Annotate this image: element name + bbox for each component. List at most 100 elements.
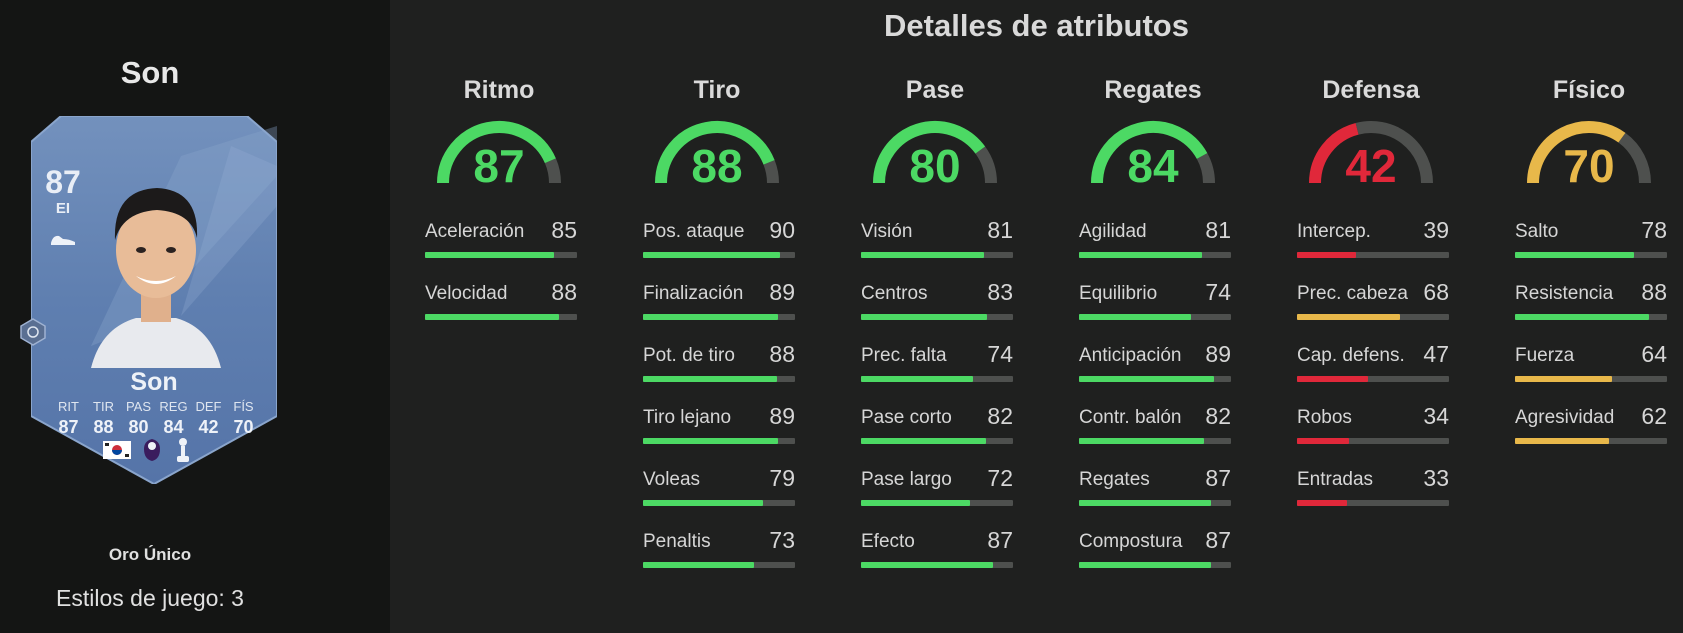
attribute-bar: [1079, 562, 1231, 568]
gauge-arc: [655, 121, 779, 184]
attribute-bar: [643, 252, 795, 258]
attribute-value: 89: [769, 403, 795, 429]
attribute-value: 88: [769, 341, 795, 367]
attribute-name: Fuerza: [1515, 345, 1575, 366]
card-position: EI: [55, 200, 71, 217]
gauge-track: [1196, 153, 1215, 184]
attribute-value: 90: [769, 217, 795, 243]
attribute-bar: [1297, 376, 1449, 382]
attribute-bar-fill: [861, 500, 971, 506]
attribute-value: 89: [769, 279, 795, 305]
attribute-bar-fill: [861, 376, 974, 382]
card-stats: RIT 87 TIR 88 PAS 80 REG 84 DEF 42 FÍS 70: [51, 399, 261, 438]
category-value: 42: [1345, 140, 1397, 192]
attribute-value: 87: [987, 527, 1013, 553]
gauge-fill: [437, 121, 556, 184]
evolution-badge-icon: [20, 318, 46, 346]
category-gauge: 80: [855, 113, 1015, 193]
gauge-track: [1618, 132, 1651, 184]
attribute-bar: [643, 376, 795, 382]
category-column-0: Ritmo 87 Aceleración 85 Velocidad 88: [419, 76, 579, 320]
attribute-bar-fill: [861, 314, 988, 320]
attribute-value: 74: [987, 341, 1013, 367]
attribute-name: Regates: [1079, 469, 1150, 490]
player-panel: Son 87 EI: [0, 0, 390, 633]
attribute-value: 79: [769, 465, 795, 491]
league-logo-icon: [144, 439, 160, 461]
attribute-bar: [643, 562, 795, 568]
attribute-name: Agresividad: [1515, 407, 1615, 428]
attribute-bar: [1515, 252, 1667, 258]
attribute-bar: [861, 438, 1013, 444]
category-title: Tiro: [693, 76, 741, 104]
attribute-bar-fill: [1297, 376, 1369, 382]
category-value: 70: [1563, 140, 1615, 192]
card-stat: REG 84: [156, 399, 191, 438]
gauge-track: [544, 158, 561, 184]
category-title: Ritmo: [463, 76, 535, 104]
attribute-name: Resistencia: [1515, 283, 1614, 304]
attribute-name: Velocidad: [425, 283, 508, 304]
attribute-value: 81: [987, 217, 1013, 243]
attribute-bar-fill: [643, 252, 780, 258]
category-column-3: Regates 84 Agilidad 81 Equilibrio 74 Anticipac…: [1073, 76, 1233, 568]
attribute-bar-fill: [861, 438, 986, 444]
attribute-bar: [643, 314, 795, 320]
card-stat-label: PAS: [125, 399, 152, 414]
attribute-name: Salto: [1515, 221, 1559, 242]
attribute-value: 72: [987, 465, 1013, 491]
category-value: 87: [473, 140, 525, 192]
attribute-value: 83: [987, 279, 1013, 305]
category-title: Regates: [1104, 76, 1202, 104]
gauge-fill: [1091, 121, 1208, 184]
gauge-fill: [1527, 121, 1626, 184]
card-stat-value: 88: [93, 417, 114, 437]
attribute-value: 88: [1641, 279, 1667, 305]
card-stat-value: 42: [198, 417, 219, 437]
card-stat-label: TIR: [93, 399, 114, 414]
attribute-value: 87: [1205, 527, 1231, 553]
section-title: Detalles de atributos: [884, 8, 1189, 43]
category-title: Pase: [905, 76, 965, 104]
attribute-value: 74: [1205, 279, 1231, 305]
category-value: 80: [909, 140, 961, 192]
card-type-label: Oro Único: [108, 545, 192, 564]
card-stat-value: 84: [163, 417, 184, 437]
card-stat: PAS 80: [121, 399, 156, 438]
category-column-1: Tiro 88 Pos. ataque 90 Finalización 89 Pot. de…: [637, 76, 797, 568]
category-gauge: 70: [1509, 113, 1669, 193]
attribute-name: Voleas: [643, 469, 701, 490]
attribute-name: Intercep.: [1297, 221, 1371, 242]
gauge-arc: [437, 121, 561, 184]
attribute-name: Prec. falta: [861, 345, 947, 366]
category-gauge: 42: [1291, 113, 1451, 193]
attribute-bar: [643, 438, 795, 444]
attribute-bar-fill: [1515, 252, 1634, 258]
attribute-bar: [1515, 376, 1667, 382]
category-gauge: 87: [419, 113, 579, 193]
gauge-arc: [1527, 121, 1651, 184]
player-card[interactable]: 87 EI Son RIT 87 TIR 88 PAS 80 REG 84 DEF 42 …: [31, 116, 277, 484]
attribute-bar: [861, 500, 1013, 506]
attribute-bar-fill: [425, 314, 559, 320]
attribute-bar-fill: [1079, 562, 1212, 568]
attribute-value: 47: [1423, 341, 1449, 367]
attribute-bar-fill: [1515, 314, 1649, 320]
attribute-name: Pot. de tiro: [643, 345, 735, 366]
card-rating: 87: [45, 164, 81, 200]
attribute-bar-fill: [425, 252, 555, 258]
flag-korea-icon: [103, 441, 131, 459]
attribute-bar-fill: [1297, 438, 1349, 444]
attribute-value: 73: [769, 527, 795, 553]
gauge-arc: [873, 121, 997, 184]
category-gauge: 84: [1073, 113, 1233, 193]
attribute-bar-fill: [643, 314, 779, 320]
card-stat: FÍS 70: [226, 399, 261, 438]
attribute-bar: [861, 314, 1013, 320]
attribute-bar-fill: [861, 562, 994, 568]
attribute-name: Entradas: [1297, 469, 1374, 490]
attribute-bar-fill: [861, 252, 985, 258]
attribute-bar: [643, 500, 795, 506]
attribute-bar: [861, 252, 1013, 258]
attribute-bar-fill: [1079, 500, 1212, 506]
